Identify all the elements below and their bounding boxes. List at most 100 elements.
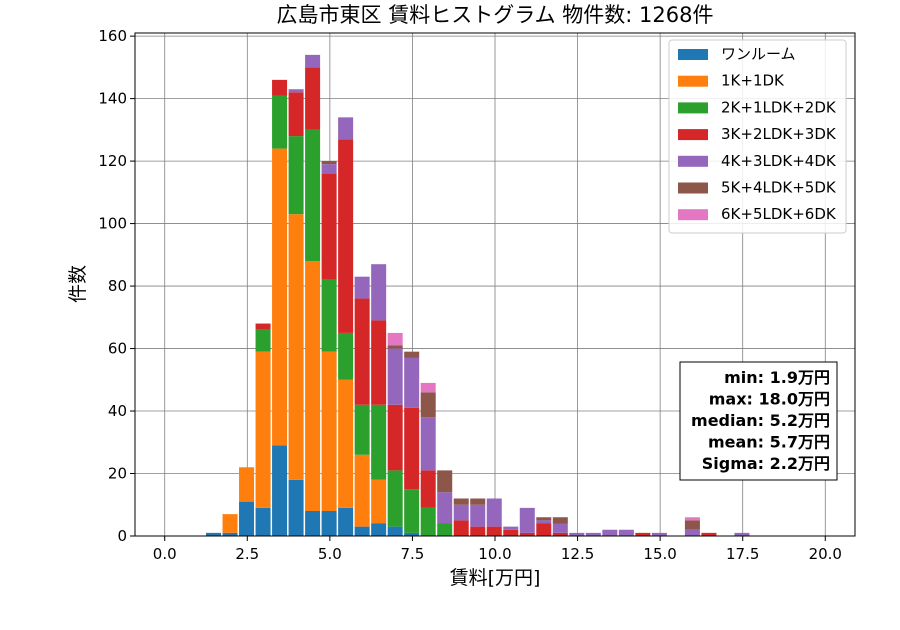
bar-5K+4LDK+5DK <box>536 517 552 521</box>
bar-4K+3LDK+4DK <box>354 276 370 299</box>
stats-line: Sigma: 2.2万円 <box>702 454 830 473</box>
bar-3K+2LDK+3DK <box>486 526 502 536</box>
bar-3K+2LDK+3DK <box>552 532 568 536</box>
bar-3K+2LDK+3DK <box>338 139 354 333</box>
bar-4K+3LDK+4DK <box>437 492 453 524</box>
bar-ワンルーム <box>387 526 403 536</box>
bar-3K+2LDK+3DK <box>635 532 651 536</box>
bar-3K+2LDK+3DK <box>519 532 535 536</box>
bar-6K+5LDK+6DK <box>684 517 700 521</box>
x-axis-label: 賃料[万円] <box>450 567 541 589</box>
bar-2K+1LDK+2DK <box>437 523 453 536</box>
bar-2K+1LDK+2DK <box>321 279 337 352</box>
y-tick-label: 80 <box>108 277 127 295</box>
bar-4K+3LDK+4DK <box>734 532 750 536</box>
bar-3K+2LDK+3DK <box>321 173 337 280</box>
bar-1K+1DK <box>239 467 255 502</box>
bar-4K+3LDK+4DK <box>470 504 486 527</box>
bar-3K+2LDK+3DK <box>453 520 469 536</box>
bar-3K+2LDK+3DK <box>354 298 370 405</box>
stats-line: min: 1.9万円 <box>724 368 830 387</box>
bar-ワンルーム <box>338 507 354 536</box>
bar-4K+3LDK+4DK <box>338 117 354 140</box>
legend-label: 6K+5LDK+6DK <box>721 205 837 223</box>
bar-ワンルーム <box>354 526 370 536</box>
bar-4K+3LDK+4DK <box>618 529 634 536</box>
bar-4K+3LDK+4DK <box>321 164 337 174</box>
bar-ワンルーム <box>272 445 288 536</box>
bar-3K+2LDK+3DK <box>371 320 387 405</box>
legend-label: 1K+1DK <box>721 72 785 90</box>
legend-swatch <box>678 129 708 141</box>
bar-2K+1LDK+2DK <box>272 95 288 149</box>
y-tick-label: 20 <box>108 465 127 483</box>
bar-1K+1DK <box>354 454 370 527</box>
bar-3K+2LDK+3DK <box>503 529 519 536</box>
y-axis-label: 件数 <box>67 265 89 303</box>
bar-4K+3LDK+4DK <box>288 89 304 93</box>
bar-3K+2LDK+3DK <box>255 323 271 330</box>
stats-line: median: 5.2万円 <box>691 411 830 430</box>
legend-label: 4K+3LDK+4DK <box>721 152 837 170</box>
bar-1K+1DK <box>321 351 337 512</box>
x-tick-label: 2.5 <box>235 545 259 563</box>
bar-5K+4LDK+5DK <box>420 392 436 418</box>
x-tick-label: 7.5 <box>401 545 425 563</box>
bar-4K+3LDK+4DK <box>503 526 519 530</box>
bar-4K+3LDK+4DK <box>371 264 387 321</box>
stats-line: max: 18.0万円 <box>709 390 830 409</box>
bar-ワンルーム <box>321 511 337 536</box>
bar-5K+4LDK+5DK <box>321 161 337 165</box>
histogram-bars <box>206 54 750 536</box>
legend-swatch <box>678 102 708 114</box>
bar-4K+3LDK+4DK <box>552 523 568 533</box>
x-tick-label: 20.0 <box>809 545 842 563</box>
bar-5K+4LDK+5DK <box>470 498 486 505</box>
bar-4K+3LDK+4DK <box>420 417 436 471</box>
bar-4K+3LDK+4DK <box>387 348 403 405</box>
stats-box: min: 1.9万円 max: 18.0万円 median: 5.2万円 mean: … <box>679 361 838 481</box>
bar-4K+3LDK+4DK <box>651 532 667 536</box>
legend-box <box>668 39 847 234</box>
bar-5K+4LDK+5DK <box>404 351 420 358</box>
y-tick-label: 100 <box>98 215 127 233</box>
bar-3K+2LDK+3DK <box>404 407 420 490</box>
x-tick-label: 10.0 <box>478 545 511 563</box>
legend-label: 3K+2LDK+3DK <box>721 125 837 143</box>
bar-3K+2LDK+3DK <box>272 79 288 96</box>
axis-ticks: 0.0 2.5 5.0 7.5 10.0 12.5 15.0 17.5 20.0 0 20 40 60 8… <box>98 27 842 563</box>
bar-3K+2LDK+3DK <box>305 67 321 130</box>
bar-2K+1LDK+2DK <box>305 129 321 262</box>
bar-5K+4LDK+5DK <box>684 520 700 530</box>
bar-4K+3LDK+4DK <box>404 357 420 408</box>
y-tick-label: 0 <box>117 527 127 545</box>
legend-label: ワンルーム <box>721 45 796 63</box>
bar-ワンルーム <box>305 511 321 536</box>
bar-4K+3LDK+4DK <box>585 532 601 536</box>
bar-3K+2LDK+3DK <box>470 526 486 536</box>
bar-3K+2LDK+3DK <box>387 404 403 471</box>
bar-5K+4LDK+5DK <box>437 470 453 493</box>
legend-label: 5K+4LDK+5DK <box>721 179 837 197</box>
y-tick-label: 160 <box>98 27 127 45</box>
bar-4K+3LDK+4DK <box>602 529 618 536</box>
bar-2K+1LDK+2DK <box>404 489 420 533</box>
stats-line: mean: 5.7万円 <box>708 433 830 452</box>
bar-2K+1LDK+2DK <box>420 507 436 536</box>
bar-ワンルーム <box>222 532 238 536</box>
bar-ワンルーム <box>288 479 304 536</box>
bar-4K+3LDK+4DK <box>536 520 552 524</box>
legend-swatch <box>678 209 708 221</box>
bar-1K+1DK <box>288 214 304 480</box>
bar-4K+3LDK+4DK <box>305 54 321 68</box>
x-tick-label: 17.5 <box>726 545 759 563</box>
bar-5K+4LDK+5DK <box>552 517 568 524</box>
bar-5K+4LDK+5DK <box>453 498 469 505</box>
bar-2K+1LDK+2DK <box>338 332 354 380</box>
bar-ワンルーム <box>239 501 255 536</box>
x-tick-label: 12.5 <box>561 545 594 563</box>
legend: ワンルーム 1K+1DK 2K+1LDK+2DK 3K+2LDK+3DK 4K+3LDK… <box>668 39 847 234</box>
chart-title: 広島市東区 賃料ヒストグラム 物件数: 1268件 <box>277 3 714 27</box>
stats-frame <box>679 361 838 481</box>
